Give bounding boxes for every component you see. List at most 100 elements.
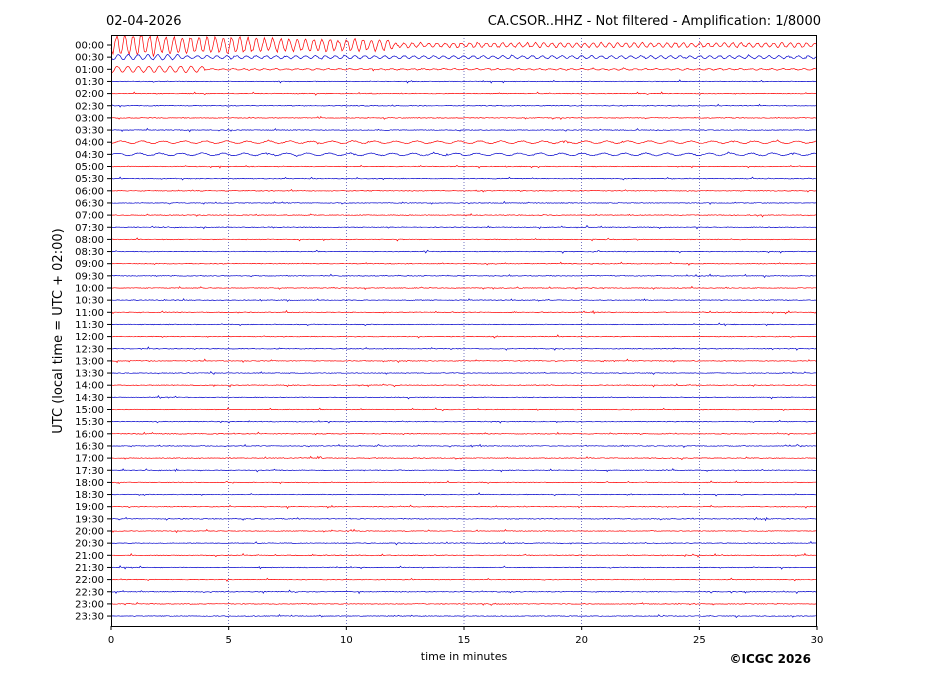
row-label-1830: 18:30 bbox=[75, 490, 104, 501]
row-label-0330: 03:30 bbox=[75, 126, 104, 137]
row-label-0130: 01:30 bbox=[75, 77, 104, 88]
plot-frame bbox=[111, 35, 817, 627]
row-label-0000: 00:00 bbox=[75, 41, 104, 52]
trace-2130 bbox=[110, 565, 818, 570]
row-label-0530: 05:30 bbox=[75, 174, 104, 185]
trace-2300 bbox=[110, 602, 818, 606]
x-tick-label: 5 bbox=[225, 635, 231, 646]
row-label-0230: 02:30 bbox=[75, 101, 104, 112]
trace-0330 bbox=[110, 127, 817, 133]
trace-0230 bbox=[110, 103, 818, 108]
trace-0530 bbox=[110, 176, 817, 181]
trace-0700 bbox=[110, 213, 818, 218]
y-axis-label: UTC (local time = UTC + 02:00) bbox=[51, 228, 66, 433]
row-label-2100: 21:00 bbox=[75, 551, 104, 562]
trace-0730 bbox=[110, 224, 818, 230]
row-label-2300: 23:00 bbox=[75, 599, 104, 610]
trace-0900 bbox=[110, 261, 817, 266]
trace-1030 bbox=[110, 298, 818, 302]
row-label-1130: 11:30 bbox=[75, 320, 104, 331]
row-label-0400: 04:00 bbox=[75, 138, 104, 149]
row-label-1030: 10:30 bbox=[75, 296, 104, 307]
row-label-0700: 07:00 bbox=[75, 211, 104, 222]
trace-0930 bbox=[110, 273, 818, 279]
x-tick-label: 15 bbox=[458, 635, 471, 646]
row-label-1600: 16:00 bbox=[75, 429, 104, 440]
trace-1330 bbox=[110, 371, 818, 375]
row-label-2030: 20:30 bbox=[75, 539, 104, 550]
x-tick-label: 30 bbox=[811, 635, 824, 646]
row-label-1800: 18:00 bbox=[75, 478, 104, 489]
trace-2000 bbox=[110, 528, 818, 534]
trace-1600 bbox=[110, 431, 818, 436]
row-label-1000: 10:00 bbox=[75, 284, 104, 295]
trace-1900 bbox=[111, 504, 818, 510]
trace-2230 bbox=[110, 589, 818, 595]
trace-1930 bbox=[110, 516, 818, 522]
row-label-0300: 03:00 bbox=[75, 113, 104, 124]
trace-1100 bbox=[110, 309, 818, 315]
trace-2330 bbox=[110, 613, 818, 619]
trace-0130 bbox=[110, 79, 818, 84]
row-label-1300: 13:00 bbox=[75, 356, 104, 367]
row-label-2200: 22:00 bbox=[75, 575, 104, 586]
trace-1130 bbox=[110, 322, 818, 327]
trace-2030 bbox=[110, 540, 818, 546]
trace-1300 bbox=[110, 358, 818, 364]
row-label-1400: 14:00 bbox=[75, 381, 104, 392]
row-label-0830: 08:30 bbox=[75, 247, 104, 258]
chart-title: CA.CSOR..HHZ - Not filtered - Amplificat… bbox=[488, 14, 821, 29]
trace-1000 bbox=[110, 285, 818, 291]
row-label-1730: 17:30 bbox=[75, 466, 104, 477]
row-label-0900: 09:00 bbox=[75, 259, 104, 270]
row-label-1200: 12:00 bbox=[75, 332, 104, 343]
trace-group bbox=[110, 34, 818, 619]
x-tick-group: 0 5 10 15 20 25 30 bbox=[108, 626, 824, 646]
trace-2200 bbox=[110, 577, 818, 582]
trace-1630 bbox=[110, 443, 818, 448]
trace-1830 bbox=[110, 492, 818, 497]
trace-0200 bbox=[111, 91, 818, 96]
trace-1500 bbox=[111, 407, 818, 412]
row-label-2000: 20:00 bbox=[75, 527, 104, 538]
row-label-2330: 23:30 bbox=[75, 612, 104, 623]
row-label-1330: 13:30 bbox=[75, 369, 104, 380]
row-label-1700: 17:00 bbox=[75, 454, 104, 465]
vertical-grid bbox=[228, 35, 700, 626]
row-label-0100: 01:00 bbox=[75, 65, 104, 76]
x-axis-label: time in minutes bbox=[421, 650, 508, 663]
trace-0000 bbox=[110, 34, 818, 57]
trace-0800 bbox=[110, 237, 818, 242]
trace-2100 bbox=[110, 552, 818, 558]
row-label-1230: 12:30 bbox=[75, 344, 104, 355]
trace-1430 bbox=[111, 395, 818, 400]
trace-0030 bbox=[110, 53, 818, 61]
trace-0430 bbox=[110, 151, 817, 157]
date-label: 02-04-2026 bbox=[106, 14, 182, 29]
trace-1400 bbox=[110, 383, 818, 388]
x-tick-label: 10 bbox=[340, 635, 353, 646]
row-label-1900: 19:00 bbox=[75, 502, 104, 513]
x-tick-label: 25 bbox=[693, 635, 706, 646]
row-label-0930: 09:30 bbox=[75, 271, 104, 282]
row-label-1930: 19:30 bbox=[75, 514, 104, 525]
row-label-1500: 15:00 bbox=[75, 405, 104, 416]
trace-0400 bbox=[110, 139, 817, 145]
trace-1730 bbox=[110, 468, 818, 473]
row-label-2130: 21:30 bbox=[75, 563, 104, 574]
trace-1700 bbox=[110, 455, 818, 461]
trace-1200 bbox=[110, 334, 817, 339]
trace-0830 bbox=[110, 249, 818, 254]
row-label-0500: 05:00 bbox=[75, 162, 104, 173]
copyright-label: ©ICGC 2026 bbox=[729, 652, 811, 666]
row-label-0800: 08:00 bbox=[75, 235, 104, 246]
row-label-0030: 00:30 bbox=[75, 53, 104, 64]
row-label-1430: 14:30 bbox=[75, 393, 104, 404]
trace-1230 bbox=[111, 346, 818, 351]
trace-0600 bbox=[110, 188, 818, 193]
row-label-1100: 11:00 bbox=[75, 308, 104, 319]
row-label-1530: 15:30 bbox=[75, 417, 104, 428]
trace-1800 bbox=[110, 480, 818, 485]
